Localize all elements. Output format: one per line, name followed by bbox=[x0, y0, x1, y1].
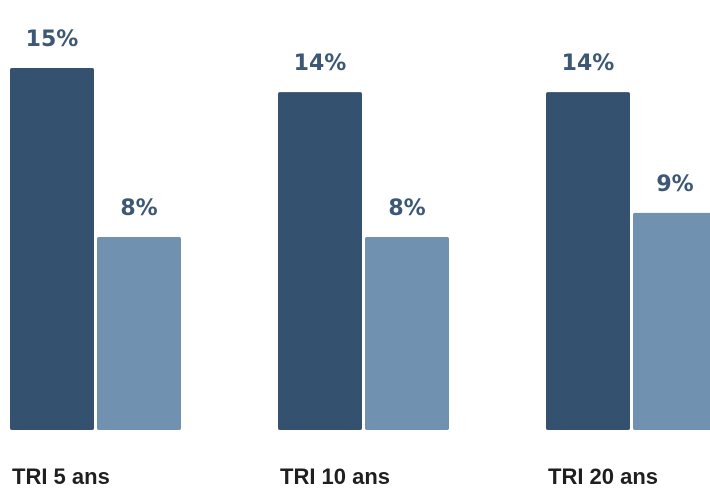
data-label-1-series-1: 15% bbox=[26, 27, 79, 52]
data-label-2-series-2: 8% bbox=[388, 196, 425, 221]
category-label-3: TRI 20 ans bbox=[548, 464, 658, 489]
bar-3-series-1 bbox=[546, 92, 630, 431]
data-label-2-series-1: 14% bbox=[294, 51, 347, 76]
category-label-1: TRI 5 ans bbox=[12, 464, 110, 489]
category-label-2: TRI 10 ans bbox=[280, 464, 390, 489]
bar-2-series-2 bbox=[365, 236, 449, 430]
bar-1-series-2 bbox=[97, 236, 181, 430]
bar-2-series-1 bbox=[278, 92, 362, 431]
data-label-3-series-2: 9% bbox=[656, 172, 693, 197]
data-label-1-series-2: 8% bbox=[120, 196, 157, 221]
data-label-3-series-1: 14% bbox=[562, 51, 615, 76]
bar-1-series-1 bbox=[10, 68, 94, 431]
bar-3-series-2 bbox=[633, 212, 710, 430]
